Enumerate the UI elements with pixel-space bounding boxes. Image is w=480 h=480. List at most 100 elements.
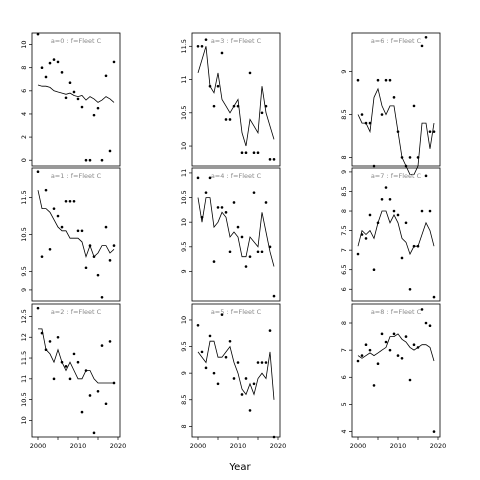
data-point xyxy=(48,247,52,251)
y-tick-label: 9 xyxy=(340,170,348,174)
data-point xyxy=(372,164,376,168)
data-point xyxy=(224,211,228,214)
data-point xyxy=(104,225,108,229)
data-point xyxy=(216,206,220,209)
data-point xyxy=(36,306,40,310)
data-point xyxy=(72,199,76,203)
x-tick-label: 2020 xyxy=(270,442,287,450)
data-point xyxy=(368,213,372,217)
data-point xyxy=(236,104,240,108)
data-point xyxy=(232,377,236,380)
data-point xyxy=(88,244,92,247)
data-point xyxy=(364,121,368,125)
data-point xyxy=(92,431,96,435)
fit-line xyxy=(37,84,115,103)
data-point xyxy=(112,381,116,385)
data-point xyxy=(60,225,64,229)
data-point xyxy=(228,250,232,254)
data-point xyxy=(224,118,228,121)
panel-label: a=7 : f=Fleet C xyxy=(371,172,422,180)
y-tick-label: 9.5 xyxy=(180,242,188,252)
y-tick-label: 9 xyxy=(180,371,188,375)
y-tick-label: 6 xyxy=(340,287,348,291)
panel-4: a=4 : f=Fleet C 9 9.5 10 10.5 11 xyxy=(180,167,281,302)
x-tick-label: 2000 xyxy=(30,442,47,450)
y-tick-label: 7.5 xyxy=(340,225,348,235)
panel-frame xyxy=(31,303,121,438)
data-point xyxy=(268,329,272,332)
data-point xyxy=(408,378,412,382)
data-point xyxy=(60,71,64,74)
panel-frame xyxy=(351,32,441,167)
data-point xyxy=(244,265,248,268)
fit-line xyxy=(197,46,275,147)
data-point xyxy=(252,382,256,386)
data-point xyxy=(268,158,272,161)
data-point xyxy=(100,296,104,299)
data-point xyxy=(244,377,248,380)
data-point xyxy=(404,335,408,338)
y-tick-label: 11.5 xyxy=(20,190,28,204)
data-point xyxy=(200,45,204,48)
x-tick-label: 2010 xyxy=(70,442,87,450)
panel-2: a=2 : f=Fleet C 10 10.5 11 11.5 12 12.5 2000 201… xyxy=(20,303,127,450)
y-tick-label: 4 xyxy=(340,430,348,434)
data-point xyxy=(108,149,112,153)
data-point xyxy=(384,78,388,82)
y-tick-label: 4 xyxy=(20,112,28,116)
panel-label: a=8 : f=Fleet C xyxy=(371,308,422,316)
y-tick-label: 0 xyxy=(20,158,28,162)
data-point xyxy=(236,361,240,364)
data-point xyxy=(432,430,436,433)
data-point xyxy=(408,156,412,159)
y-tick-label: 9 xyxy=(180,269,188,273)
panel-0: a=0 : f=Fleet C 0 2 4 6 8 10 xyxy=(20,32,121,167)
x-axis-label: Year xyxy=(228,462,251,473)
y-tick-label: 10 xyxy=(20,40,28,48)
data-point xyxy=(264,201,268,204)
data-point xyxy=(424,35,428,39)
data-point xyxy=(204,38,208,41)
panel-6: a=6 : f=Fleet C 8 8.5 9 xyxy=(340,32,441,176)
data-point xyxy=(404,221,408,225)
y-tick-label: 8.5 xyxy=(340,109,348,119)
x-tick-label: 2020 xyxy=(110,442,127,450)
data-point xyxy=(432,130,436,133)
data-point xyxy=(52,58,56,61)
data-point xyxy=(84,266,88,270)
data-point xyxy=(420,308,424,311)
y-tick-label: 5 xyxy=(340,402,348,406)
data-point xyxy=(208,334,212,338)
data-point xyxy=(64,365,68,368)
data-point xyxy=(196,323,200,327)
panel-label: a=6 : f=Fleet C xyxy=(371,37,422,45)
data-point xyxy=(360,354,364,357)
data-point xyxy=(220,206,224,209)
y-tick-label: 8 xyxy=(180,424,188,428)
data-point xyxy=(48,61,52,65)
data-point xyxy=(256,151,260,154)
data-point xyxy=(72,352,76,356)
y-tick-label: 10.5 xyxy=(180,190,188,204)
y-tick-label: 10 xyxy=(180,142,188,150)
y-tick-label: 9 xyxy=(20,288,28,292)
data-point xyxy=(240,151,244,154)
data-point xyxy=(96,389,100,393)
data-point xyxy=(104,402,108,406)
fit-line xyxy=(197,340,275,400)
data-point xyxy=(424,174,428,178)
data-point xyxy=(212,371,216,375)
data-point xyxy=(396,213,400,217)
data-point xyxy=(264,104,268,108)
data-point xyxy=(380,197,384,201)
panel-frame xyxy=(191,32,281,167)
panel-5: a=5 : f=Fleet C 8 8.5 9 9.5 10 2000 2010 2020 xyxy=(180,303,287,450)
data-point xyxy=(40,331,44,335)
y-tick-label: 8 xyxy=(340,209,348,213)
data-point xyxy=(204,366,208,370)
data-point xyxy=(64,199,68,203)
data-point xyxy=(112,60,116,64)
panel-frame xyxy=(351,303,441,438)
data-point xyxy=(244,151,248,154)
data-point xyxy=(388,197,392,201)
